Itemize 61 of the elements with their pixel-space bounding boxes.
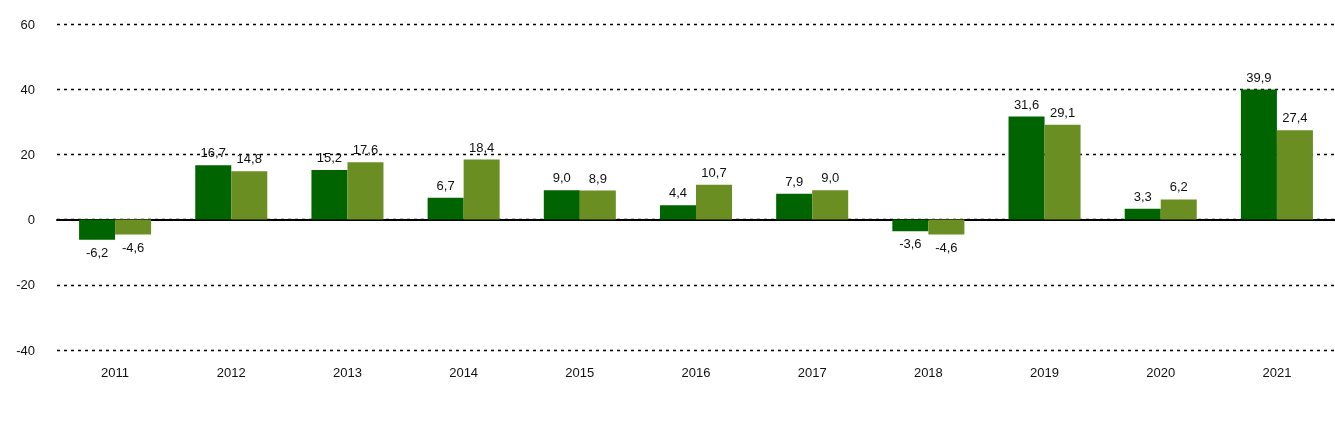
data-label: 39,9 — [1246, 69, 1272, 85]
data-label: 10,7 — [701, 164, 727, 180]
x-tick-label: 2015 — [565, 365, 595, 380]
bar — [543, 190, 580, 220]
x-tick-label: 2012 — [216, 365, 246, 380]
bar — [195, 165, 232, 220]
bar — [659, 205, 696, 220]
data-label: 31,6 — [1013, 96, 1040, 112]
bar — [115, 219, 152, 235]
y-tick-label: 0 — [27, 212, 35, 228]
y-tick-label: 40 — [20, 81, 35, 97]
bar — [1276, 130, 1313, 220]
x-tick-label: 2011 — [101, 365, 130, 380]
data-label: 18,4 — [468, 139, 495, 155]
data-label: 6,2 — [1169, 179, 1188, 195]
bar — [1008, 116, 1045, 220]
bar — [579, 190, 616, 220]
x-tick-label: 2013 — [332, 365, 362, 380]
y-tick-label: -20 — [16, 277, 35, 293]
data-label: 17,6 — [352, 142, 379, 158]
x-tick-label: 2019 — [1030, 365, 1060, 380]
data-label: 27,4 — [1282, 110, 1308, 126]
data-label: 6,7 — [436, 177, 455, 193]
bar — [347, 162, 384, 220]
bar — [231, 171, 268, 220]
bar — [1044, 124, 1081, 220]
data-label: 4,4 — [668, 185, 688, 201]
data-label: -4,6 — [935, 239, 958, 255]
data-label: 7,9 — [785, 173, 804, 189]
x-tick-label: 2020 — [1146, 365, 1176, 380]
x-tick-label: 2021 — [1262, 365, 1292, 380]
bar — [696, 184, 733, 220]
bar — [1124, 208, 1161, 220]
data-label: 14,8 — [236, 151, 262, 167]
bar — [776, 193, 813, 220]
bar — [79, 219, 116, 240]
bar — [427, 197, 464, 220]
bar — [812, 190, 849, 220]
bar — [463, 159, 500, 220]
bar — [892, 219, 929, 232]
x-tick-label: 2016 — [681, 365, 711, 380]
bar — [928, 219, 965, 235]
bar — [311, 170, 348, 220]
data-label: -6,2 — [85, 244, 109, 260]
y-tick-label: 20 — [20, 146, 35, 162]
x-tick-label: 2014 — [449, 365, 479, 380]
bar — [1240, 89, 1277, 220]
bar — [1160, 199, 1197, 220]
data-label: 9,0 — [552, 170, 571, 186]
data-label: 9,0 — [821, 170, 840, 186]
x-tick-label: 2017 — [797, 365, 827, 380]
y-tick-label: 60 — [20, 16, 35, 32]
x-tick-label: 2018 — [913, 365, 943, 380]
data-label: 16,7 — [200, 145, 226, 161]
data-label: -4,6 — [121, 239, 145, 255]
data-label: 8,9 — [588, 170, 607, 186]
data-label: 3,3 — [1133, 188, 1152, 204]
y-tick-label: -40 — [16, 342, 35, 358]
data-label: 15,2 — [316, 150, 343, 166]
data-label: -3,6 — [899, 236, 922, 252]
data-label: 29,1 — [1049, 104, 1076, 120]
